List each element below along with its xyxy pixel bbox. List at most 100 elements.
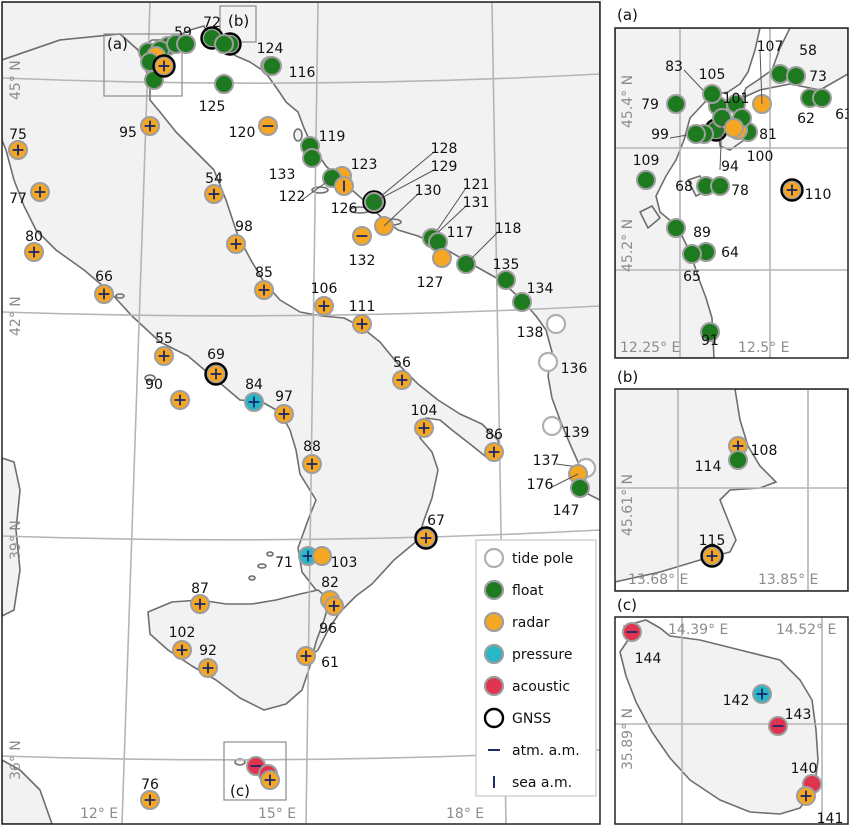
island — [257, 563, 267, 569]
station-label: 119 — [319, 129, 346, 145]
station-label: 138 — [517, 325, 544, 341]
station-label: 58 — [799, 43, 817, 59]
legend-item-tide: tide pole — [483, 547, 573, 569]
tunisia-coast — [2, 759, 53, 824]
station-label: 65 — [683, 269, 701, 285]
legend-item-float: float — [483, 579, 544, 601]
inset-b-lon-2: 13.85° E — [758, 572, 818, 588]
station-label: 116 — [289, 65, 316, 81]
station-marker-127 — [432, 248, 452, 268]
station-label: 135 — [493, 257, 520, 273]
station-marker-85 — [254, 280, 274, 300]
float-marker — [666, 218, 686, 238]
legend-gnss-symbol — [483, 707, 505, 729]
inset-a-lat-1: 45.4° N — [620, 75, 636, 128]
station-marker-114 — [728, 450, 748, 470]
gnss-ring — [780, 178, 804, 202]
station-marker-76 — [140, 790, 160, 810]
float-marker — [214, 74, 234, 94]
legend-item-gnss: GNSS — [483, 707, 551, 729]
station-marker-97 — [274, 404, 294, 424]
station-marker-96 — [324, 596, 344, 616]
station-label: 86 — [485, 427, 503, 443]
legend-tide-symbol — [483, 547, 505, 569]
lat-label-36: 36° N — [8, 740, 24, 780]
station-label: 134 — [527, 281, 554, 297]
inset-b-sea — [615, 389, 848, 591]
inset-a-land — [615, 28, 761, 358]
leader-line — [383, 193, 419, 227]
station-label: 139 — [563, 425, 590, 441]
station-label: 128 — [431, 141, 458, 157]
station-marker-138 — [545, 313, 567, 335]
station-marker-141 — [796, 786, 816, 806]
station-label: 108 — [751, 443, 778, 459]
float-marker — [728, 450, 748, 470]
inset-c-graticule — [615, 617, 848, 824]
station-marker-92 — [198, 658, 218, 678]
inset-c-frame — [614, 616, 849, 825]
station-label: 87 — [191, 581, 209, 597]
station-marker-float — [176, 34, 196, 54]
lat-label-39: 39° N — [8, 520, 24, 560]
main-map-frame — [1, 1, 601, 825]
station-marker-65 — [682, 244, 702, 264]
inset-a-frame — [614, 27, 849, 359]
inset-a-lon-1: 12.25° E — [620, 340, 680, 356]
station-marker-144 — [622, 622, 642, 642]
legend-label: acoustic — [512, 679, 570, 695]
station-label: 78 — [731, 183, 749, 199]
station-label: 115 — [699, 533, 726, 549]
station-label: 103 — [331, 555, 358, 571]
inset-a-lon-2: 12.5° E — [738, 340, 789, 356]
station-marker-75 — [8, 140, 28, 160]
inset-c: (c) 144 142 143 140 141 14.39° E 14.52° E 35… — [614, 596, 849, 826]
inset-b: (b) 108 114 115 45.61° N 13.68° E 13.85° E — [614, 368, 849, 592]
station-label: 127 — [417, 275, 444, 291]
station-label: 124 — [257, 41, 284, 57]
station-label: 104 — [411, 403, 438, 419]
station-marker-61 — [296, 646, 316, 666]
inset-b-box-label: (b) — [228, 12, 249, 30]
station-marker-134 — [512, 292, 532, 312]
float-marker — [302, 148, 322, 168]
station-label: 73 — [809, 69, 827, 85]
station-marker-67 — [414, 526, 438, 550]
station-label: 101 — [723, 91, 750, 107]
legend-item-radar: radar — [483, 611, 550, 633]
station-label: 81 — [759, 127, 777, 143]
island — [248, 575, 256, 581]
station-marker-radar — [260, 770, 280, 790]
station-label: 62 — [797, 111, 815, 127]
float-marker — [512, 292, 532, 312]
legend-label: GNSS — [512, 711, 551, 727]
station-label: 56 — [393, 355, 411, 371]
station-label: 122 — [279, 189, 306, 205]
station-marker-87 — [190, 594, 210, 614]
station-marker-147 — [570, 478, 590, 498]
station-label: 71 — [275, 555, 293, 571]
gnss-ring — [700, 544, 724, 568]
inset-a-title: (a) — [617, 6, 638, 24]
station-marker-89 — [666, 218, 686, 238]
station-label: 111 — [349, 299, 376, 315]
station-marker-105 — [702, 84, 722, 104]
station-label: 110 — [805, 187, 832, 203]
station-marker-63 — [812, 88, 832, 108]
radar-marker — [312, 546, 332, 566]
station-label: 129 — [431, 159, 458, 175]
tide-marker — [537, 351, 559, 373]
station-label: 97 — [275, 389, 293, 405]
station-marker-66 — [94, 284, 114, 304]
station-label: 84 — [245, 377, 263, 393]
station-marker-108 — [728, 436, 748, 456]
station-label: 92 — [199, 643, 217, 659]
station-label: 99 — [651, 127, 669, 143]
station-marker-88 — [302, 454, 322, 474]
float-marker — [686, 124, 706, 144]
station-label: 141 — [817, 811, 844, 826]
station-marker-139 — [541, 415, 563, 437]
island — [115, 293, 125, 299]
station-marker-125 — [214, 74, 234, 94]
station-label: 132 — [349, 253, 376, 269]
